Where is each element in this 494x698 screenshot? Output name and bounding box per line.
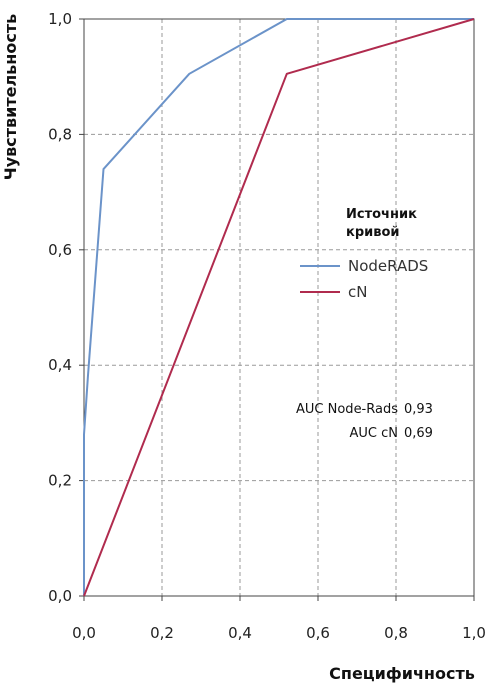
plot-area-border <box>83 18 475 597</box>
x-tick-label: 0,2 <box>150 624 174 642</box>
series-line-noderads <box>83 18 474 596</box>
series-line-cn <box>83 18 475 597</box>
x-axis-title: Специфичность <box>329 664 475 683</box>
x-axis-ticks: 0,0 0,2 0,4 0,6 0,8 1,0 <box>72 596 486 642</box>
y-axis-ticks: 0,0 0,2 0,4 0,6 0,8 1,0 <box>48 10 84 605</box>
x-tick-label: 0,4 <box>228 624 252 642</box>
y-tick-label: 0,2 <box>48 472 72 490</box>
y-tick-label: 1,0 <box>48 10 72 28</box>
legend: Источник кривой NodeRADS cN <box>300 207 428 301</box>
y-tick-label: 0,6 <box>48 241 72 259</box>
auc-cn-value: 0,69 <box>404 426 433 441</box>
series-lines <box>83 18 475 597</box>
legend-label-noderads: NodeRADS <box>348 257 428 275</box>
y-tick-label: 0,4 <box>48 356 72 374</box>
auc-noderads-label: AUC Node-Rads <box>296 402 398 417</box>
x-tick-label: 0,8 <box>384 624 408 642</box>
x-tick-label: 0,0 <box>72 624 96 642</box>
legend-label-cn: cN <box>348 283 367 301</box>
x-tick-label: 0,6 <box>306 624 330 642</box>
x-tick-label: 1,0 <box>462 624 486 642</box>
y-tick-label: 0,8 <box>48 125 72 143</box>
legend-title-line2: кривой <box>346 225 400 240</box>
auc-cn-label: AUC cN <box>350 426 399 441</box>
grid <box>83 18 475 597</box>
auc-annotations: AUC Node-Rads 0,93 AUC cN 0,69 <box>296 402 433 441</box>
auc-noderads-value: 0,93 <box>404 402 433 417</box>
y-tick-label: 0,0 <box>48 587 72 605</box>
y-axis-title: Чувствительность <box>1 14 20 180</box>
legend-title-line1: Источник <box>346 207 417 222</box>
